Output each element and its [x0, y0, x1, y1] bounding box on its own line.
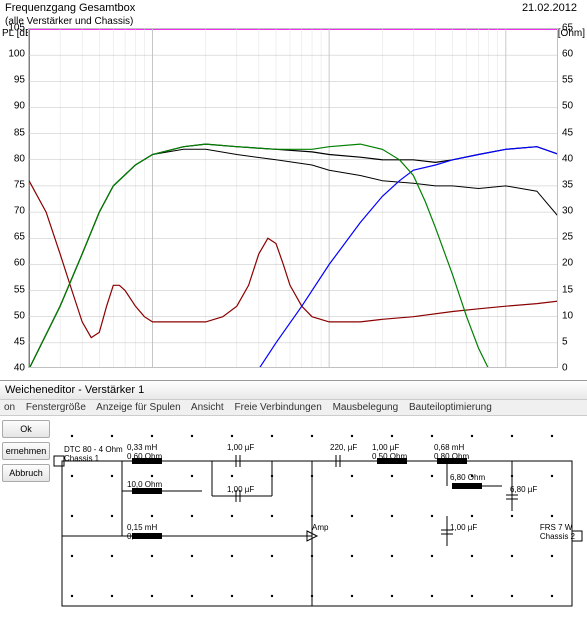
chart-title: Frequenzgang Gesamtbox: [0, 0, 587, 16]
C1-label: 1,00 µF: [227, 444, 254, 453]
plot-area: [28, 28, 558, 368]
C6-label: 1,00 µF: [450, 524, 477, 533]
menu-item[interactable]: Mausbelegung: [333, 402, 399, 413]
menu-item[interactable]: Bauteiloptimierung: [409, 402, 492, 413]
cancel-button[interactable]: Abbruch: [2, 464, 50, 482]
menu-item[interactable]: Anzeige für Spulen: [96, 402, 181, 413]
button-column: Ok ernehmen Abbruch: [0, 416, 52, 636]
editor-title: Weicheneditor - Verstärker 1: [0, 381, 587, 400]
menu-item[interactable]: Freie Verbindungen: [235, 402, 322, 413]
chassis1-label: DTC 80 - 4 OhmChassis 1: [64, 446, 123, 464]
apply-button[interactable]: ernehmen: [2, 442, 50, 460]
C2-label: 1,00 µF: [227, 486, 254, 495]
frequency-response-chart: Frequenzgang Gesamtbox (alle Verstärker …: [0, 0, 587, 380]
R1-label: 10,0 Ohm: [127, 481, 162, 490]
L1-label: 0,33 mH0,60 Ohm: [127, 444, 162, 462]
editor-menubar: on Fenstergröße Anzeige für Spulen Ansic…: [0, 400, 587, 416]
C4-label: 1,00 µF0,50 Ohm: [372, 444, 407, 462]
chassis2-label: FRS 7 WChassis 2: [540, 524, 575, 542]
C3-label: 220, µF: [330, 444, 357, 453]
C5-label: 6,80 µF: [510, 486, 537, 495]
menu-item[interactable]: Ansicht: [191, 402, 224, 413]
amp-label: Amp: [312, 524, 328, 533]
R2-label: 6,80 Ohm: [450, 474, 485, 483]
schematic-canvas[interactable]: DTC 80 - 4 OhmChassis 1 0,33 mH0,60 Ohm …: [52, 416, 587, 636]
menu-item[interactable]: Fenstergröße: [26, 402, 86, 413]
menu-item[interactable]: on: [4, 402, 15, 413]
crossover-editor: Weicheneditor - Verstärker 1 on Fensterg…: [0, 380, 587, 640]
L2-label: 0,15 mH0,40 Ohm: [127, 524, 162, 542]
chart-date: 21.02.2012: [522, 2, 577, 14]
ok-button[interactable]: Ok: [2, 420, 50, 438]
L3-label: 0,68 mH0,80 Ohm: [434, 444, 469, 462]
